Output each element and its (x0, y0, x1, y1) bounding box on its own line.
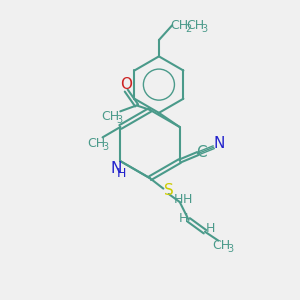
Text: 3: 3 (102, 142, 108, 152)
Text: CH: CH (212, 238, 230, 252)
Text: 3: 3 (201, 24, 208, 34)
Text: CH: CH (186, 19, 205, 32)
Text: O: O (120, 76, 132, 92)
Text: 3: 3 (116, 115, 122, 125)
Text: H: H (173, 193, 183, 206)
Text: S: S (164, 183, 174, 198)
Text: 2: 2 (185, 24, 192, 34)
Text: CH: CH (87, 137, 105, 150)
Text: CH: CH (171, 19, 189, 32)
Text: N: N (213, 136, 225, 151)
Text: CH: CH (102, 110, 120, 123)
Text: 3: 3 (227, 244, 233, 254)
Text: N: N (110, 161, 122, 176)
Text: H: H (182, 193, 192, 206)
Text: H: H (206, 222, 215, 235)
Text: H: H (117, 167, 127, 179)
Text: H: H (178, 212, 188, 225)
Text: C: C (196, 145, 207, 160)
